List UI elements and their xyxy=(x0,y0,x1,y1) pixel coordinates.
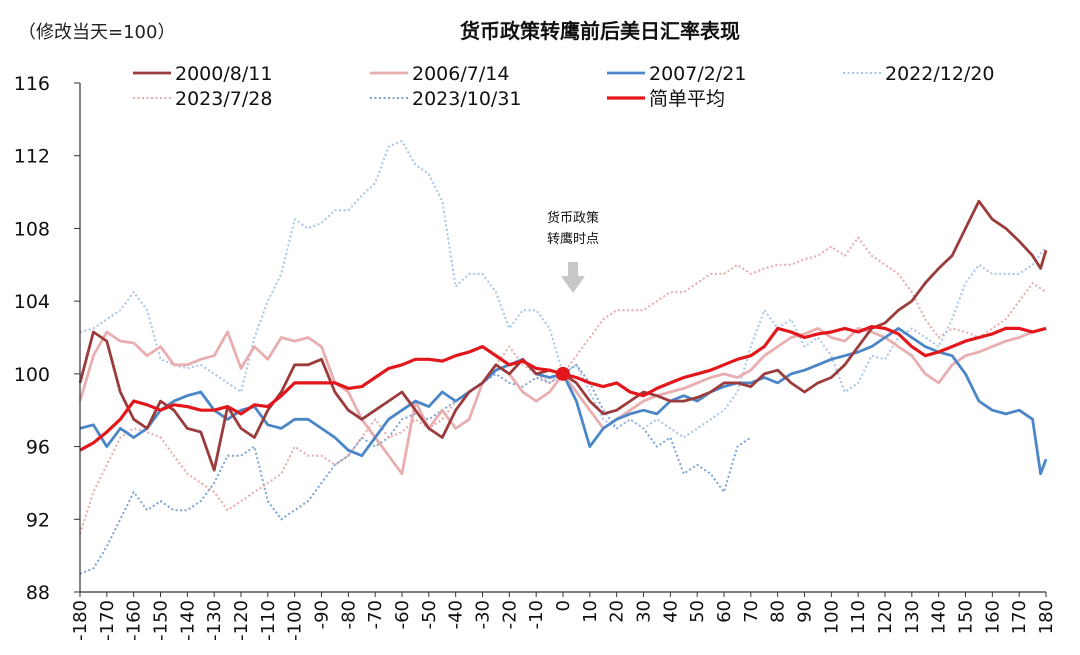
annotation-line-2: 转鹰时点 xyxy=(547,231,599,247)
series-line-3 xyxy=(79,140,1047,439)
x-tick-label: 130 xyxy=(902,600,923,634)
series-line-5 xyxy=(79,363,752,575)
legend-label: 2022/12/20 xyxy=(885,63,995,85)
x-tick-label: 170 xyxy=(1009,600,1030,634)
x-tick-label: -70 xyxy=(365,600,386,629)
x-tick-label: 160 xyxy=(982,600,1003,634)
x-tick-label: -170 xyxy=(97,600,118,641)
x-tick-label: 10 xyxy=(580,600,601,623)
policy-point-marker xyxy=(556,366,570,381)
x-tick-label: 90 xyxy=(795,600,816,623)
down-arrow-icon xyxy=(561,262,585,293)
x-tick-label: 110 xyxy=(848,600,869,634)
policy-annotation: 货币政策 转鹰时点 xyxy=(547,210,599,293)
legend-label: 2023/10/31 xyxy=(412,88,522,110)
series-line-1 xyxy=(78,327,1047,476)
x-tick-label: -160 xyxy=(124,600,145,641)
x-tick-label: -40 xyxy=(446,600,467,629)
chart-title: 货币政策转鹰前后美日汇率表现 xyxy=(460,19,740,43)
x-tick-label: -120 xyxy=(231,600,252,641)
x-tick-label: 20 xyxy=(607,600,628,623)
x-tick-label: 150 xyxy=(956,600,977,634)
x-tick-label: -60 xyxy=(392,600,413,629)
legend-label: 简单平均 xyxy=(649,88,725,110)
x-tick-label: -10 xyxy=(526,600,547,629)
x-tick-label: -80 xyxy=(338,600,359,629)
y-tick-label: 100 xyxy=(14,364,50,386)
series-lines xyxy=(78,140,1048,575)
x-tick-label: 60 xyxy=(714,600,735,623)
x-tick-label: -50 xyxy=(419,600,440,629)
series-line-4 xyxy=(79,236,1047,535)
legend-label: 2023/7/28 xyxy=(175,88,272,110)
legend-label: 2000/8/11 xyxy=(175,63,272,85)
legend: 2000/8/11 2006/7/14 2007/2/21 2022/12/20 202… xyxy=(133,63,995,110)
x-tick-label: 140 xyxy=(929,600,950,634)
legend-label: 2006/7/14 xyxy=(412,63,509,85)
y-tick-label: 108 xyxy=(14,218,50,240)
x-tick-label: -130 xyxy=(204,600,225,641)
x-tick-label: 0 xyxy=(553,600,574,611)
x-tick-label: -20 xyxy=(499,600,520,629)
x-tick-label: -90 xyxy=(312,600,333,629)
x-tick-label: -30 xyxy=(473,600,494,629)
x-tick-label: -140 xyxy=(177,600,198,641)
x-axis: -180 -170 -160 -150 -140 -130 -120 -110 -100 -90-… xyxy=(70,592,1057,641)
x-tick-label: 180 xyxy=(1036,600,1057,634)
series-line-0 xyxy=(78,199,1048,472)
unit-label: （修改当天=100） xyxy=(18,22,175,43)
x-tick-label: 100 xyxy=(821,600,842,634)
y-tick-label: 116 xyxy=(14,73,50,95)
x-tick-label: 120 xyxy=(875,600,896,634)
y-tick-label: 112 xyxy=(14,146,50,168)
y-tick-label: 92 xyxy=(26,509,50,531)
y-tick-label: 104 xyxy=(14,291,50,313)
series-line-2 xyxy=(79,327,1048,476)
y-tick-label: 88 xyxy=(26,582,50,604)
legend-label: 2007/2/21 xyxy=(649,63,746,85)
y-tick-label: 96 xyxy=(26,437,50,459)
x-tick-label: 50 xyxy=(687,600,708,623)
x-tick-label: 30 xyxy=(634,600,655,623)
x-tick-label: -150 xyxy=(151,600,172,641)
x-tick-label: -100 xyxy=(285,600,306,641)
x-tick-label: 80 xyxy=(768,600,789,623)
x-tick-label: 70 xyxy=(741,600,762,623)
x-tick-label: -180 xyxy=(70,600,91,641)
series-line-6 xyxy=(79,325,1047,452)
annotation-line-1: 货币政策 xyxy=(547,210,599,226)
x-tick-label: 40 xyxy=(660,600,681,623)
x-tick-label: -110 xyxy=(258,600,279,641)
y-axis: 88 92 96 100 104 108 112 116 xyxy=(14,73,80,604)
